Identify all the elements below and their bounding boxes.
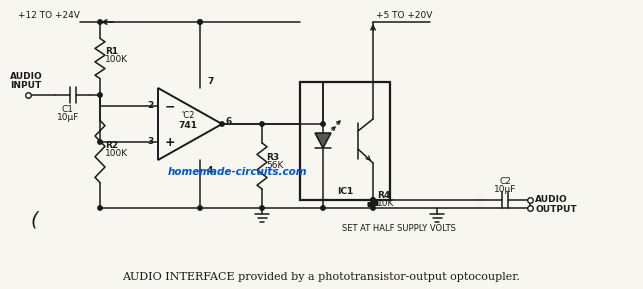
Text: 7: 7 (207, 77, 213, 86)
Text: +5 TO +20V: +5 TO +20V (376, 11, 432, 20)
Polygon shape (315, 133, 331, 148)
Text: AUDIO INTERFACE provided by a phototransistor-output optocoupler.: AUDIO INTERFACE provided by a phototrans… (122, 272, 520, 282)
Text: R2: R2 (105, 140, 118, 149)
Text: AUDIO: AUDIO (535, 194, 568, 203)
Text: 741: 741 (179, 121, 197, 131)
Text: C2: C2 (499, 177, 511, 186)
Text: 6: 6 (225, 116, 231, 125)
Text: 56K: 56K (266, 161, 284, 170)
Bar (300, 82, 390, 200)
Text: homemade-circuits.com: homemade-circuits.com (168, 167, 307, 177)
Text: R1: R1 (105, 47, 118, 57)
Text: 4: 4 (207, 166, 213, 175)
Circle shape (260, 206, 264, 210)
Circle shape (260, 122, 264, 126)
Text: +12 TO +24V: +12 TO +24V (18, 11, 80, 20)
Circle shape (321, 206, 325, 210)
Text: 10μF: 10μF (57, 113, 79, 122)
Circle shape (220, 122, 224, 126)
Text: +: + (165, 136, 176, 149)
Circle shape (321, 122, 325, 126)
Text: 100K: 100K (105, 55, 128, 64)
Circle shape (198, 20, 202, 24)
Text: −: − (165, 101, 176, 114)
Circle shape (98, 93, 102, 97)
Text: R4: R4 (377, 191, 390, 200)
Circle shape (371, 206, 376, 210)
Text: 'C2: 'C2 (181, 112, 195, 121)
Circle shape (198, 206, 202, 210)
Text: R3: R3 (266, 153, 279, 162)
Text: 100K: 100K (105, 149, 128, 158)
Text: INPUT: INPUT (10, 81, 41, 90)
Text: 10K: 10K (377, 199, 394, 208)
Circle shape (371, 198, 376, 202)
Text: 10μF: 10μF (494, 185, 516, 194)
Text: IC1: IC1 (337, 187, 353, 196)
Circle shape (98, 20, 102, 24)
Circle shape (98, 140, 102, 144)
Circle shape (198, 20, 202, 24)
Text: 3: 3 (148, 138, 154, 147)
Text: AUDIO: AUDIO (10, 72, 42, 81)
Text: C1: C1 (62, 105, 74, 114)
Text: 2: 2 (148, 101, 154, 110)
Circle shape (98, 206, 102, 210)
Text: OUTPUT: OUTPUT (535, 205, 577, 214)
Circle shape (371, 198, 376, 202)
Text: SET AT HALF SUPPLY VOLTS: SET AT HALF SUPPLY VOLTS (342, 224, 456, 233)
Text: (: ( (30, 210, 38, 229)
